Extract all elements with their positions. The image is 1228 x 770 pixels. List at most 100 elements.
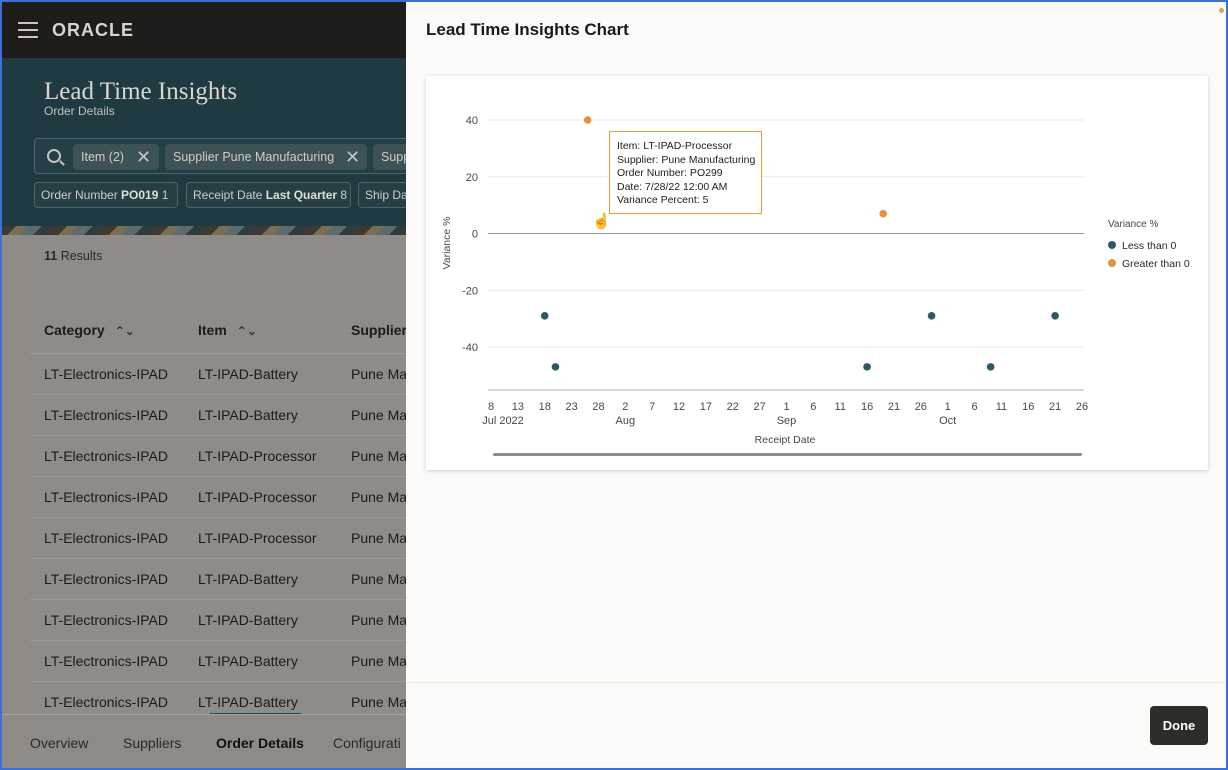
x-tick-label: 11 [835, 401, 846, 413]
table-row[interactable]: LT-Electronics-IPAD LT-IPAD-Processor Pune… [30, 477, 406, 518]
data-point[interactable] [1051, 311, 1059, 320]
cell-supplier: Pune Ma [351, 530, 406, 546]
search-icon[interactable] [47, 149, 61, 163]
data-point[interactable] [540, 311, 549, 320]
table-row[interactable]: LT-Electronics-IPAD LT-IPAD-Processor Pune… [30, 518, 406, 559]
filter-ship-date[interactable]: Ship Da [358, 182, 406, 208]
tooltip-date: Date: 7/28/22 12:00 AM [617, 180, 728, 193]
x-month-label: Jul 2022 [482, 415, 524, 427]
sort-icon[interactable]: ⌃⌄ [114, 324, 135, 338]
data-point[interactable] [863, 363, 871, 371]
chip-label: Item (2) [81, 150, 125, 164]
x-tick-label: 16 [1022, 401, 1034, 413]
done-button[interactable]: Done [1150, 706, 1208, 745]
x-tick-label: 1 [783, 401, 789, 413]
column-header-supplier[interactable]: Supplier [351, 322, 406, 338]
table-row[interactable]: LT-Electronics-IPAD LT-IPAD-Battery Pune M… [30, 559, 406, 600]
filter-order-number[interactable]: Order Number PO019 1 [34, 182, 178, 208]
data-point[interactable] [879, 209, 888, 218]
chart-overview-scrollbar [493, 453, 1082, 456]
table-row[interactable]: LT-Electronics-IPAD LT-IPAD-Battery Pune M… [30, 600, 406, 641]
x-month-label: Sep [777, 415, 797, 427]
x-tick-label: 26 [915, 401, 927, 413]
filter-label: Receipt Date [193, 188, 263, 202]
close-icon[interactable]: ✕ [345, 147, 361, 167]
column-label: Category [44, 322, 105, 338]
cell-category: LT-Electronics-IPAD [44, 366, 168, 382]
chart-tooltip: Item: LT-IPAD-Processor Supplier: Pune M… [609, 131, 762, 214]
table-row[interactable]: LT-Electronics-IPAD LT-IPAD-Battery Pune M… [30, 641, 406, 682]
filter-count: 8 [340, 188, 348, 202]
cell-supplier: Pune Ma [351, 612, 406, 628]
filter-value: Last Quarter [265, 188, 338, 202]
cell-item: LT-IPAD-Processor [198, 489, 317, 505]
hamburger-menu-icon[interactable] [18, 22, 38, 38]
filter-chip-item[interactable]: Item (2) ✕ [73, 144, 159, 170]
tab-order-details[interactable]: Order Details [216, 735, 304, 751]
x-tick-label: 18 [539, 401, 551, 413]
chip-label: Supp [381, 150, 406, 164]
column-header-item[interactable]: Item ⌃⌄ [198, 322, 257, 338]
x-tick-label: 23 [565, 401, 577, 413]
page-title: Lead Time Insights [44, 78, 238, 105]
filter-receipt-date[interactable]: Receipt Date Last Quarter 8 [186, 182, 351, 208]
y-axis-title: Variance % [441, 217, 453, 270]
column-header-category[interactable]: Category ⌃⌄ [44, 322, 135, 338]
data-point[interactable] [986, 363, 995, 371]
x-tick-label: 2 [622, 401, 628, 413]
results-count: 11 Results [44, 249, 102, 263]
table-header: Category ⌃⌄ Item ⌃⌄ Supplier [30, 310, 406, 354]
y-tick-label: 0 [472, 229, 478, 241]
cell-supplier: Pune Ma [351, 653, 406, 669]
cell-item: LT-IPAD-Battery [198, 407, 298, 423]
tab-configuration[interactable]: Configurati [333, 735, 401, 751]
table-row[interactable]: LT-Electronics-IPAD LT-IPAD-Processor Pune… [30, 436, 406, 477]
sort-icon[interactable]: ⌃⌄ [236, 324, 257, 338]
tab-suppliers[interactable]: Suppliers [123, 735, 182, 751]
cell-category: LT-Electronics-IPAD [44, 407, 168, 423]
close-icon[interactable]: ✕ [136, 147, 152, 167]
cell-item: LT-IPAD-Processor [198, 448, 317, 464]
chart-drawer: Lead Time Insights Chart 40 20 0 -20 -40 8 13 1… [406, 2, 1226, 768]
drawer-title: Lead Time Insights Chart [426, 20, 629, 39]
x-tick-label: 17 [700, 401, 712, 413]
legend-marker [1108, 259, 1116, 267]
data-point[interactable] [927, 311, 936, 320]
y-tick-label: -20 [462, 285, 478, 297]
cell-supplier: Pune Ma [351, 366, 406, 382]
x-tick-label: 13 [512, 401, 524, 413]
filter-chip-supplier-2[interactable]: Supp [373, 144, 406, 170]
y-tick-label: 20 [466, 172, 478, 184]
cell-category: LT-Electronics-IPAD [44, 448, 168, 464]
data-point[interactable] [583, 116, 592, 124]
x-tick-label: 12 [673, 401, 685, 413]
cell-item: LT-IPAD-Battery [198, 366, 298, 382]
table-row[interactable]: LT-Electronics-IPAD LT-IPAD-Battery Pune M… [30, 354, 406, 395]
cell-supplier: Pune Ma [351, 407, 406, 423]
cell-supplier: Pune Ma [351, 694, 406, 710]
column-label: Supplier [351, 322, 406, 338]
footer-divider [406, 682, 1226, 683]
y-tick-label: 40 [466, 115, 478, 127]
status-dot [1219, 8, 1224, 13]
x-tick-label: 22 [727, 401, 739, 413]
x-month-label: Oct [939, 415, 956, 427]
x-tick-label: 7 [649, 401, 655, 413]
x-tick-label: 6 [971, 401, 977, 413]
filter-count: 1 [161, 188, 169, 202]
tab-overview[interactable]: Overview [30, 735, 89, 751]
results-label: Results [60, 249, 103, 263]
chart-card: 40 20 0 -20 -40 8 13 18 23 28 2 7 12 17 22 27 1 6 11 16 21 26… [426, 76, 1208, 470]
data-point[interactable] [551, 363, 560, 371]
cell-category: LT-Electronics-IPAD [44, 653, 168, 669]
cell-item: LT-IPAD-Battery [198, 612, 298, 628]
cell-category: LT-Electronics-IPAD [44, 612, 168, 628]
cell-supplier: Pune Ma [351, 489, 406, 505]
filter-label: Order Number [41, 188, 118, 202]
filter-chip-supplier[interactable]: Supplier Pune Manufacturing ✕ [165, 144, 367, 170]
table-row[interactable]: LT-Electronics-IPAD LT-IPAD-Battery Pune M… [30, 395, 406, 436]
cell-category: LT-Electronics-IPAD [44, 489, 168, 505]
search-bar[interactable]: Item (2) ✕ Supplier Pune Manufacturing ✕… [34, 138, 406, 174]
